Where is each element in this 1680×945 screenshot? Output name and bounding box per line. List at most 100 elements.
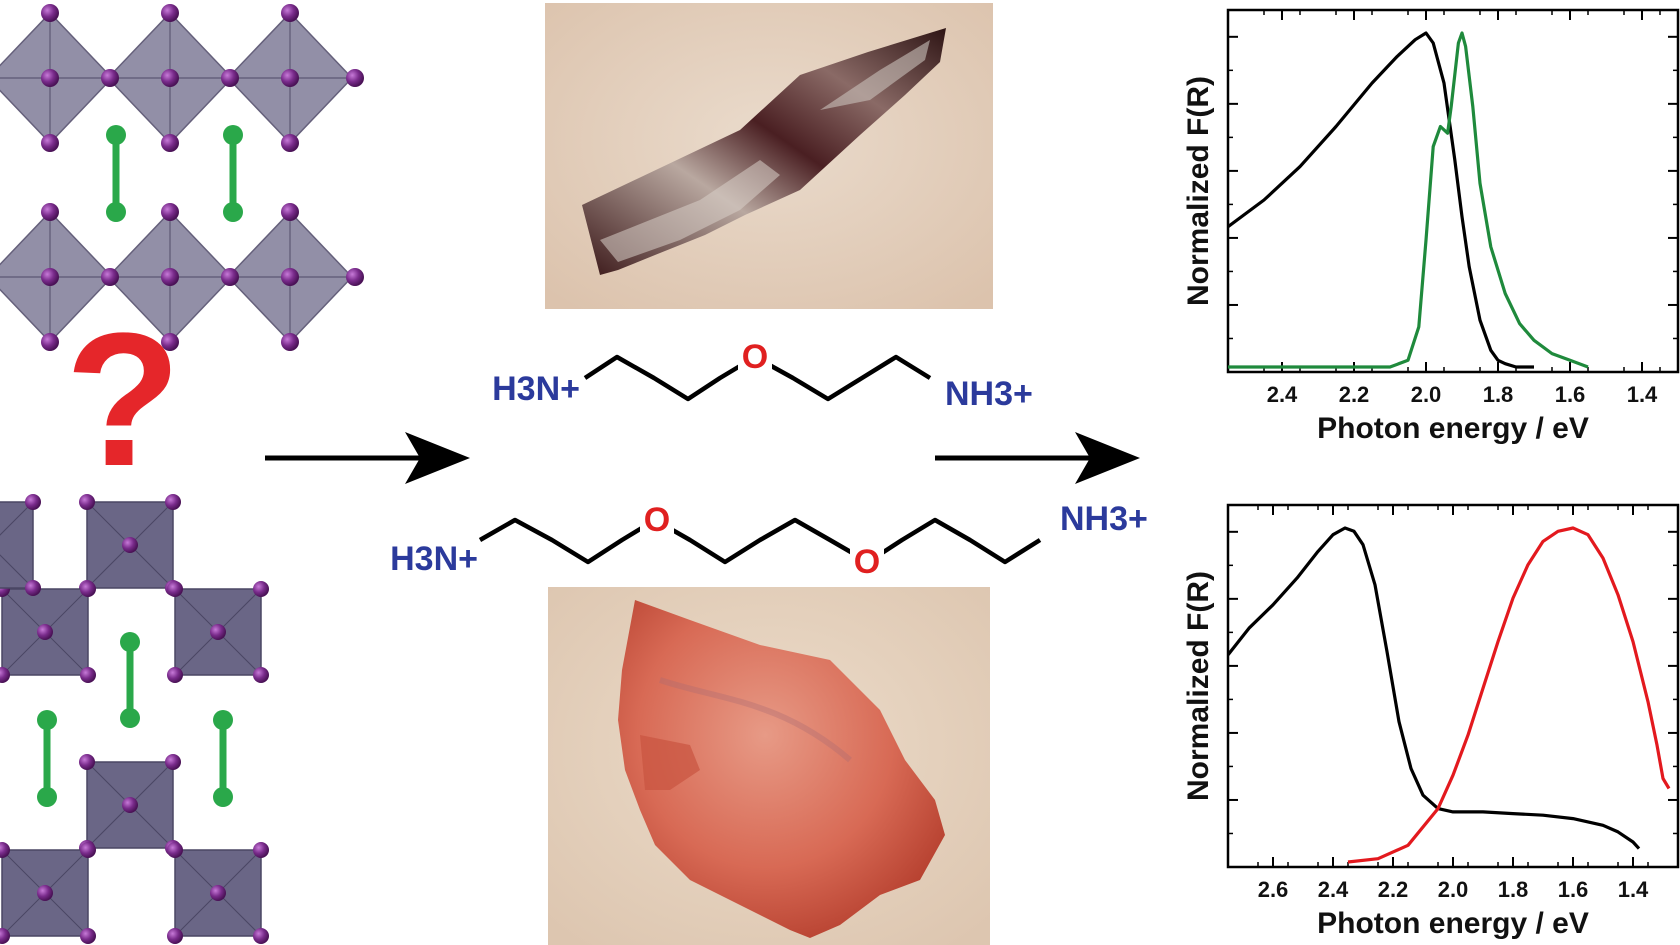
- iodide-atom: [41, 134, 59, 152]
- octahedron: [0, 581, 96, 683]
- iodide-atom: [25, 580, 41, 596]
- question-mark: ?: [65, 294, 181, 506]
- iodide-atom: [210, 624, 226, 640]
- x-tick-label: 2.0: [1438, 877, 1469, 902]
- iodide-atom: [210, 885, 226, 901]
- iodide-atom: [221, 69, 239, 87]
- iodide-atom: [80, 667, 96, 683]
- iodide-atom: [101, 69, 119, 87]
- arrow-right: [935, 432, 1140, 484]
- molecule-diammonium-diether: O O H3N+ NH3+: [390, 498, 1148, 581]
- series-line-red: [1347, 526, 1671, 864]
- iodide-atom: [281, 4, 299, 22]
- crystal-photo-red: [548, 587, 990, 945]
- iodide-atom: [79, 754, 95, 770]
- organic-spacer: [120, 632, 140, 728]
- iodide-atom: [161, 134, 179, 152]
- octahedron: [0, 842, 96, 944]
- iodide-atom: [167, 928, 183, 944]
- iodide-atom: [41, 4, 59, 22]
- iodide-atom: [80, 842, 96, 858]
- octahedron: [79, 754, 181, 856]
- iodide-atom: [281, 333, 299, 351]
- ammonium-left: H3N+: [390, 540, 478, 578]
- octahedra-layer: [0, 4, 364, 152]
- octahedron: [167, 842, 269, 944]
- iodide-atom: [0, 667, 10, 683]
- iodide-atom: [41, 69, 59, 87]
- iodide-atom: [253, 928, 269, 944]
- iodide-atom: [80, 928, 96, 944]
- perovskite-structures: [0, 4, 364, 944]
- x-tick-label: 2.2: [1378, 877, 1409, 902]
- x-tick-label: 2.6: [1258, 877, 1289, 902]
- oxygen-atom: O: [742, 338, 768, 376]
- organic-spacer: [106, 125, 126, 222]
- iodide-atom: [161, 268, 179, 286]
- crystal-photo-black: [545, 3, 993, 309]
- iodide-atom: [79, 494, 95, 510]
- ammonium-right: NH3+: [945, 375, 1033, 413]
- octahedra-layer: [0, 203, 364, 351]
- x-tick-label: 1.4: [1627, 382, 1658, 407]
- organic-spacer: [223, 125, 243, 222]
- x-tick-label: 2.2: [1339, 382, 1370, 407]
- iodide-atom: [122, 797, 138, 813]
- x-axis-label: Photon energy / eV: [1317, 907, 1589, 940]
- iodide-atom: [25, 494, 41, 510]
- series-line-green: [1228, 31, 1589, 369]
- organic-spacer: [37, 710, 57, 807]
- iodide-atom: [167, 581, 183, 597]
- x-tick-label: 2.0: [1411, 382, 1442, 407]
- iodide-atom: [122, 537, 138, 553]
- iodide-atom: [346, 69, 364, 87]
- iodide-atom: [281, 203, 299, 221]
- octahedron: [167, 581, 269, 683]
- iodide-atom: [253, 667, 269, 683]
- iodide-atom: [165, 754, 181, 770]
- absorption-chart-bottom: 2.6 2.4 2.2 2.0 1.8 1.6 1.4 Photon energy / eV N…: [1182, 503, 1680, 940]
- oxygen-atom-2: O: [854, 543, 880, 581]
- iodide-atom: [253, 842, 269, 858]
- iodide-atom: [281, 69, 299, 87]
- x-tick-label: 2.4: [1267, 382, 1298, 407]
- octahedron: [0, 494, 41, 596]
- iodide-atom: [161, 4, 179, 22]
- iodide-atom: [0, 928, 10, 944]
- x-tick-label: 1.6: [1558, 877, 1589, 902]
- x-tick-label: 1.8: [1498, 877, 1529, 902]
- octahedron: [79, 494, 181, 596]
- iodide-atom: [167, 842, 183, 858]
- iodide-atom: [41, 333, 59, 351]
- iodide-atom: [80, 581, 96, 597]
- series-line-black: [1228, 526, 1641, 850]
- iodide-atom: [161, 69, 179, 87]
- iodide-atom: [281, 134, 299, 152]
- x-tick-label: 1.4: [1618, 877, 1649, 902]
- y-axis-label: Normalized F(R): [1182, 76, 1215, 306]
- iodide-atom: [161, 203, 179, 221]
- iodide-atom: [0, 842, 10, 858]
- ammonium-left: H3N+: [492, 370, 580, 408]
- iodide-atom: [161, 333, 179, 351]
- iodide-atom: [165, 494, 181, 510]
- iodide-atom: [253, 581, 269, 597]
- series-line-black: [1228, 31, 1534, 369]
- iodide-atom: [101, 268, 119, 286]
- plot-frame: [1226, 8, 1680, 374]
- x-axis-label: Photon energy / eV: [1317, 412, 1589, 445]
- x-tick-label: 1.8: [1483, 382, 1514, 407]
- molecule-diammonium-ether: O H3N+ NH3+: [492, 335, 1033, 413]
- iodide-atom: [37, 885, 53, 901]
- x-tick-label: 1.6: [1555, 382, 1586, 407]
- organic-spacer: [213, 710, 233, 807]
- iodide-atom: [167, 667, 183, 683]
- ammonium-right: NH3+: [1060, 500, 1148, 538]
- iodide-atom: [37, 624, 53, 640]
- oxygen-atom-1: O: [644, 501, 670, 539]
- iodide-atom: [346, 268, 364, 286]
- iodide-atom: [281, 268, 299, 286]
- iodide-atom: [41, 268, 59, 286]
- y-axis-label: Normalized F(R): [1182, 571, 1215, 801]
